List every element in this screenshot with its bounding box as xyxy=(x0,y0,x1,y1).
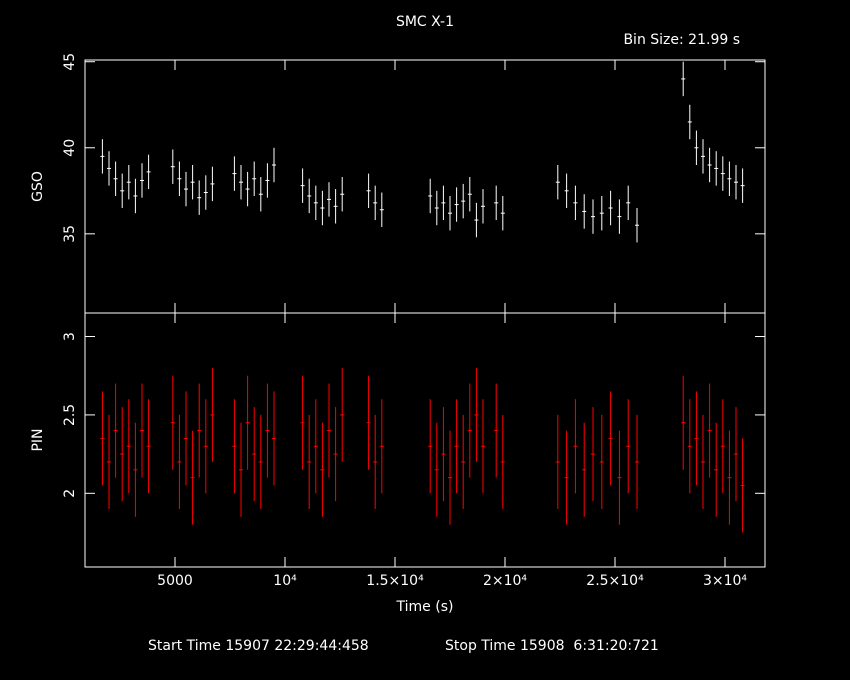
y-tick-label: 35 xyxy=(62,225,78,243)
x-tick-label: 3×10⁴ xyxy=(703,573,747,589)
y-tick-label: 45 xyxy=(62,53,78,71)
x-tick-label: 10⁴ xyxy=(273,573,297,589)
y-axis-label: PIN xyxy=(30,428,46,451)
start-time: Start Time 15907 22:29:44:458 xyxy=(148,638,369,654)
x-tick-label: 2.5×10⁴ xyxy=(586,573,644,589)
y-axis-label: GSO xyxy=(30,171,46,202)
y-tick-label: 2 xyxy=(62,489,78,498)
x-axis-label: Time (s) xyxy=(396,599,454,615)
y-tick-label: 2.5 xyxy=(62,404,78,426)
bin-size: Bin Size: 21.99 s xyxy=(623,32,740,48)
chart-title: SMC X-1 xyxy=(396,14,454,30)
x-tick-label: 1.5×10⁴ xyxy=(366,573,424,589)
x-tick-label: 5000 xyxy=(157,573,193,589)
y-tick-label: 3 xyxy=(62,332,78,341)
panel-frame xyxy=(84,59,766,314)
stop-time: Stop Time 15908 6:31:20:721 xyxy=(445,638,659,654)
x-tick-label: 2×10⁴ xyxy=(483,573,527,589)
panel-frame xyxy=(84,312,766,568)
y-tick-label: 40 xyxy=(62,139,78,157)
